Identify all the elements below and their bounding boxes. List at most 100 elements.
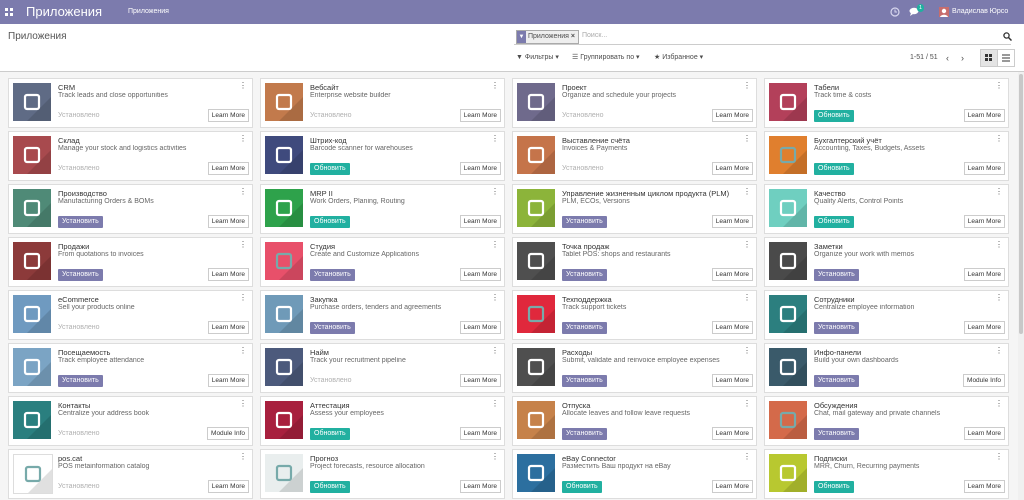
card-menu[interactable]: ⋮ bbox=[239, 452, 247, 461]
info-button[interactable]: Learn More bbox=[459, 427, 501, 440]
card-menu[interactable]: ⋮ bbox=[995, 293, 1003, 302]
card-menu[interactable]: ⋮ bbox=[995, 399, 1003, 408]
info-button[interactable]: Learn More bbox=[711, 321, 753, 334]
card-menu[interactable]: ⋮ bbox=[239, 187, 247, 196]
status-button[interactable]: Обновить bbox=[310, 163, 350, 175]
card-menu[interactable]: ⋮ bbox=[743, 134, 751, 143]
info-button[interactable]: Learn More bbox=[207, 109, 249, 122]
info-button[interactable]: Learn More bbox=[459, 480, 501, 493]
info-button[interactable]: Learn More bbox=[963, 109, 1005, 122]
status-button[interactable]: Обновить bbox=[814, 110, 854, 122]
info-button[interactable]: Learn More bbox=[207, 374, 249, 387]
info-button[interactable]: Learn More bbox=[711, 374, 753, 387]
card-menu[interactable]: ⋮ bbox=[995, 187, 1003, 196]
info-button[interactable]: Learn More bbox=[459, 162, 501, 175]
card-menu[interactable]: ⋮ bbox=[239, 134, 247, 143]
card-menu[interactable]: ⋮ bbox=[995, 240, 1003, 249]
status-button[interactable]: Обновить bbox=[814, 163, 854, 175]
info-button[interactable]: Learn More bbox=[207, 162, 249, 175]
status-button[interactable]: Установить bbox=[562, 322, 607, 334]
pager-previous[interactable]: ‹ bbox=[946, 53, 949, 63]
menu-item[interactable]: Приложения bbox=[128, 8, 169, 15]
status-button[interactable]: Установить bbox=[562, 269, 607, 281]
info-button[interactable]: Learn More bbox=[711, 480, 753, 493]
status-button[interactable]: Обновить bbox=[562, 481, 602, 493]
info-button[interactable]: Learn More bbox=[459, 215, 501, 228]
card-menu[interactable]: ⋮ bbox=[491, 293, 499, 302]
user-avatar[interactable] bbox=[939, 7, 949, 17]
card-menu[interactable]: ⋮ bbox=[491, 346, 499, 355]
card-menu[interactable]: ⋮ bbox=[995, 346, 1003, 355]
user-name[interactable]: Владислав Юрсо bbox=[952, 8, 1009, 15]
status-button[interactable]: Установить bbox=[814, 428, 859, 440]
status-button[interactable]: Установить bbox=[814, 375, 859, 387]
status-button[interactable]: Установить bbox=[814, 322, 859, 334]
chat-icon[interactable] bbox=[909, 7, 919, 16]
kanban-view-button[interactable] bbox=[980, 49, 998, 67]
status-button[interactable]: Установить bbox=[814, 269, 859, 281]
info-button[interactable]: Learn More bbox=[963, 215, 1005, 228]
info-button[interactable]: Learn More bbox=[207, 215, 249, 228]
info-button[interactable]: Learn More bbox=[963, 427, 1005, 440]
info-button[interactable]: Learn More bbox=[711, 109, 753, 122]
info-button[interactable]: Learn More bbox=[459, 374, 501, 387]
info-button[interactable]: Learn More bbox=[207, 321, 249, 334]
info-button[interactable]: Learn More bbox=[711, 162, 753, 175]
status-button[interactable]: Обновить bbox=[814, 481, 854, 493]
card-menu[interactable]: ⋮ bbox=[491, 187, 499, 196]
card-menu[interactable]: ⋮ bbox=[491, 452, 499, 461]
filters-button[interactable]: ▼ Фильтры ▾ bbox=[516, 54, 559, 61]
status-button[interactable]: Обновить bbox=[310, 428, 350, 440]
status-button[interactable]: Обновить bbox=[310, 481, 350, 493]
card-menu[interactable]: ⋮ bbox=[491, 81, 499, 90]
card-menu[interactable]: ⋮ bbox=[995, 452, 1003, 461]
status-button[interactable]: Установить bbox=[58, 269, 103, 281]
status-button[interactable]: Обновить bbox=[814, 216, 854, 228]
info-button[interactable]: Learn More bbox=[963, 162, 1005, 175]
pager-next[interactable]: › bbox=[961, 53, 964, 63]
card-menu[interactable]: ⋮ bbox=[491, 240, 499, 249]
status-button[interactable]: Установить bbox=[310, 269, 355, 281]
card-menu[interactable]: ⋮ bbox=[239, 81, 247, 90]
status-button[interactable]: Установить bbox=[562, 216, 607, 228]
info-button[interactable]: Learn More bbox=[459, 321, 501, 334]
card-menu[interactable]: ⋮ bbox=[239, 293, 247, 302]
status-button[interactable]: Установить bbox=[562, 428, 607, 440]
card-menu[interactable]: ⋮ bbox=[743, 187, 751, 196]
facet-remove[interactable]: × bbox=[570, 33, 575, 40]
card-menu[interactable]: ⋮ bbox=[743, 293, 751, 302]
card-menu[interactable]: ⋮ bbox=[743, 452, 751, 461]
search-box[interactable]: ▼ Приложения × Поиск... bbox=[514, 29, 1012, 45]
status-button[interactable]: Установить bbox=[58, 375, 103, 387]
card-menu[interactable]: ⋮ bbox=[743, 81, 751, 90]
card-menu[interactable]: ⋮ bbox=[743, 346, 751, 355]
favorites-button[interactable]: ★ Избранное ▾ bbox=[654, 54, 704, 61]
info-button[interactable]: Module Info bbox=[207, 427, 249, 440]
card-menu[interactable]: ⋮ bbox=[239, 399, 247, 408]
info-button[interactable]: Learn More bbox=[459, 268, 501, 281]
card-menu[interactable]: ⋮ bbox=[743, 240, 751, 249]
list-view-button[interactable] bbox=[997, 49, 1015, 67]
info-button[interactable]: Learn More bbox=[963, 480, 1005, 493]
info-button[interactable]: Learn More bbox=[963, 268, 1005, 281]
card-menu[interactable]: ⋮ bbox=[239, 346, 247, 355]
search-icon[interactable] bbox=[1003, 32, 1012, 41]
status-button[interactable]: Установить bbox=[58, 216, 103, 228]
card-menu[interactable]: ⋮ bbox=[743, 399, 751, 408]
activity-icon[interactable] bbox=[890, 7, 900, 17]
card-menu[interactable]: ⋮ bbox=[491, 134, 499, 143]
info-button[interactable]: Learn More bbox=[711, 427, 753, 440]
status-button[interactable]: Установить bbox=[562, 375, 607, 387]
card-menu[interactable]: ⋮ bbox=[995, 81, 1003, 90]
info-button[interactable]: Learn More bbox=[207, 480, 249, 493]
group-by-button[interactable]: ☰ Группировать по ▾ bbox=[572, 54, 640, 61]
status-button[interactable]: Обновить bbox=[310, 216, 350, 228]
card-menu[interactable]: ⋮ bbox=[995, 134, 1003, 143]
card-menu[interactable]: ⋮ bbox=[239, 240, 247, 249]
info-button[interactable]: Learn More bbox=[711, 215, 753, 228]
apps-menu-icon[interactable] bbox=[5, 8, 13, 16]
info-button[interactable]: Learn More bbox=[711, 268, 753, 281]
info-button[interactable]: Learn More bbox=[459, 109, 501, 122]
status-button[interactable]: Установить bbox=[310, 322, 355, 334]
card-menu[interactable]: ⋮ bbox=[491, 399, 499, 408]
